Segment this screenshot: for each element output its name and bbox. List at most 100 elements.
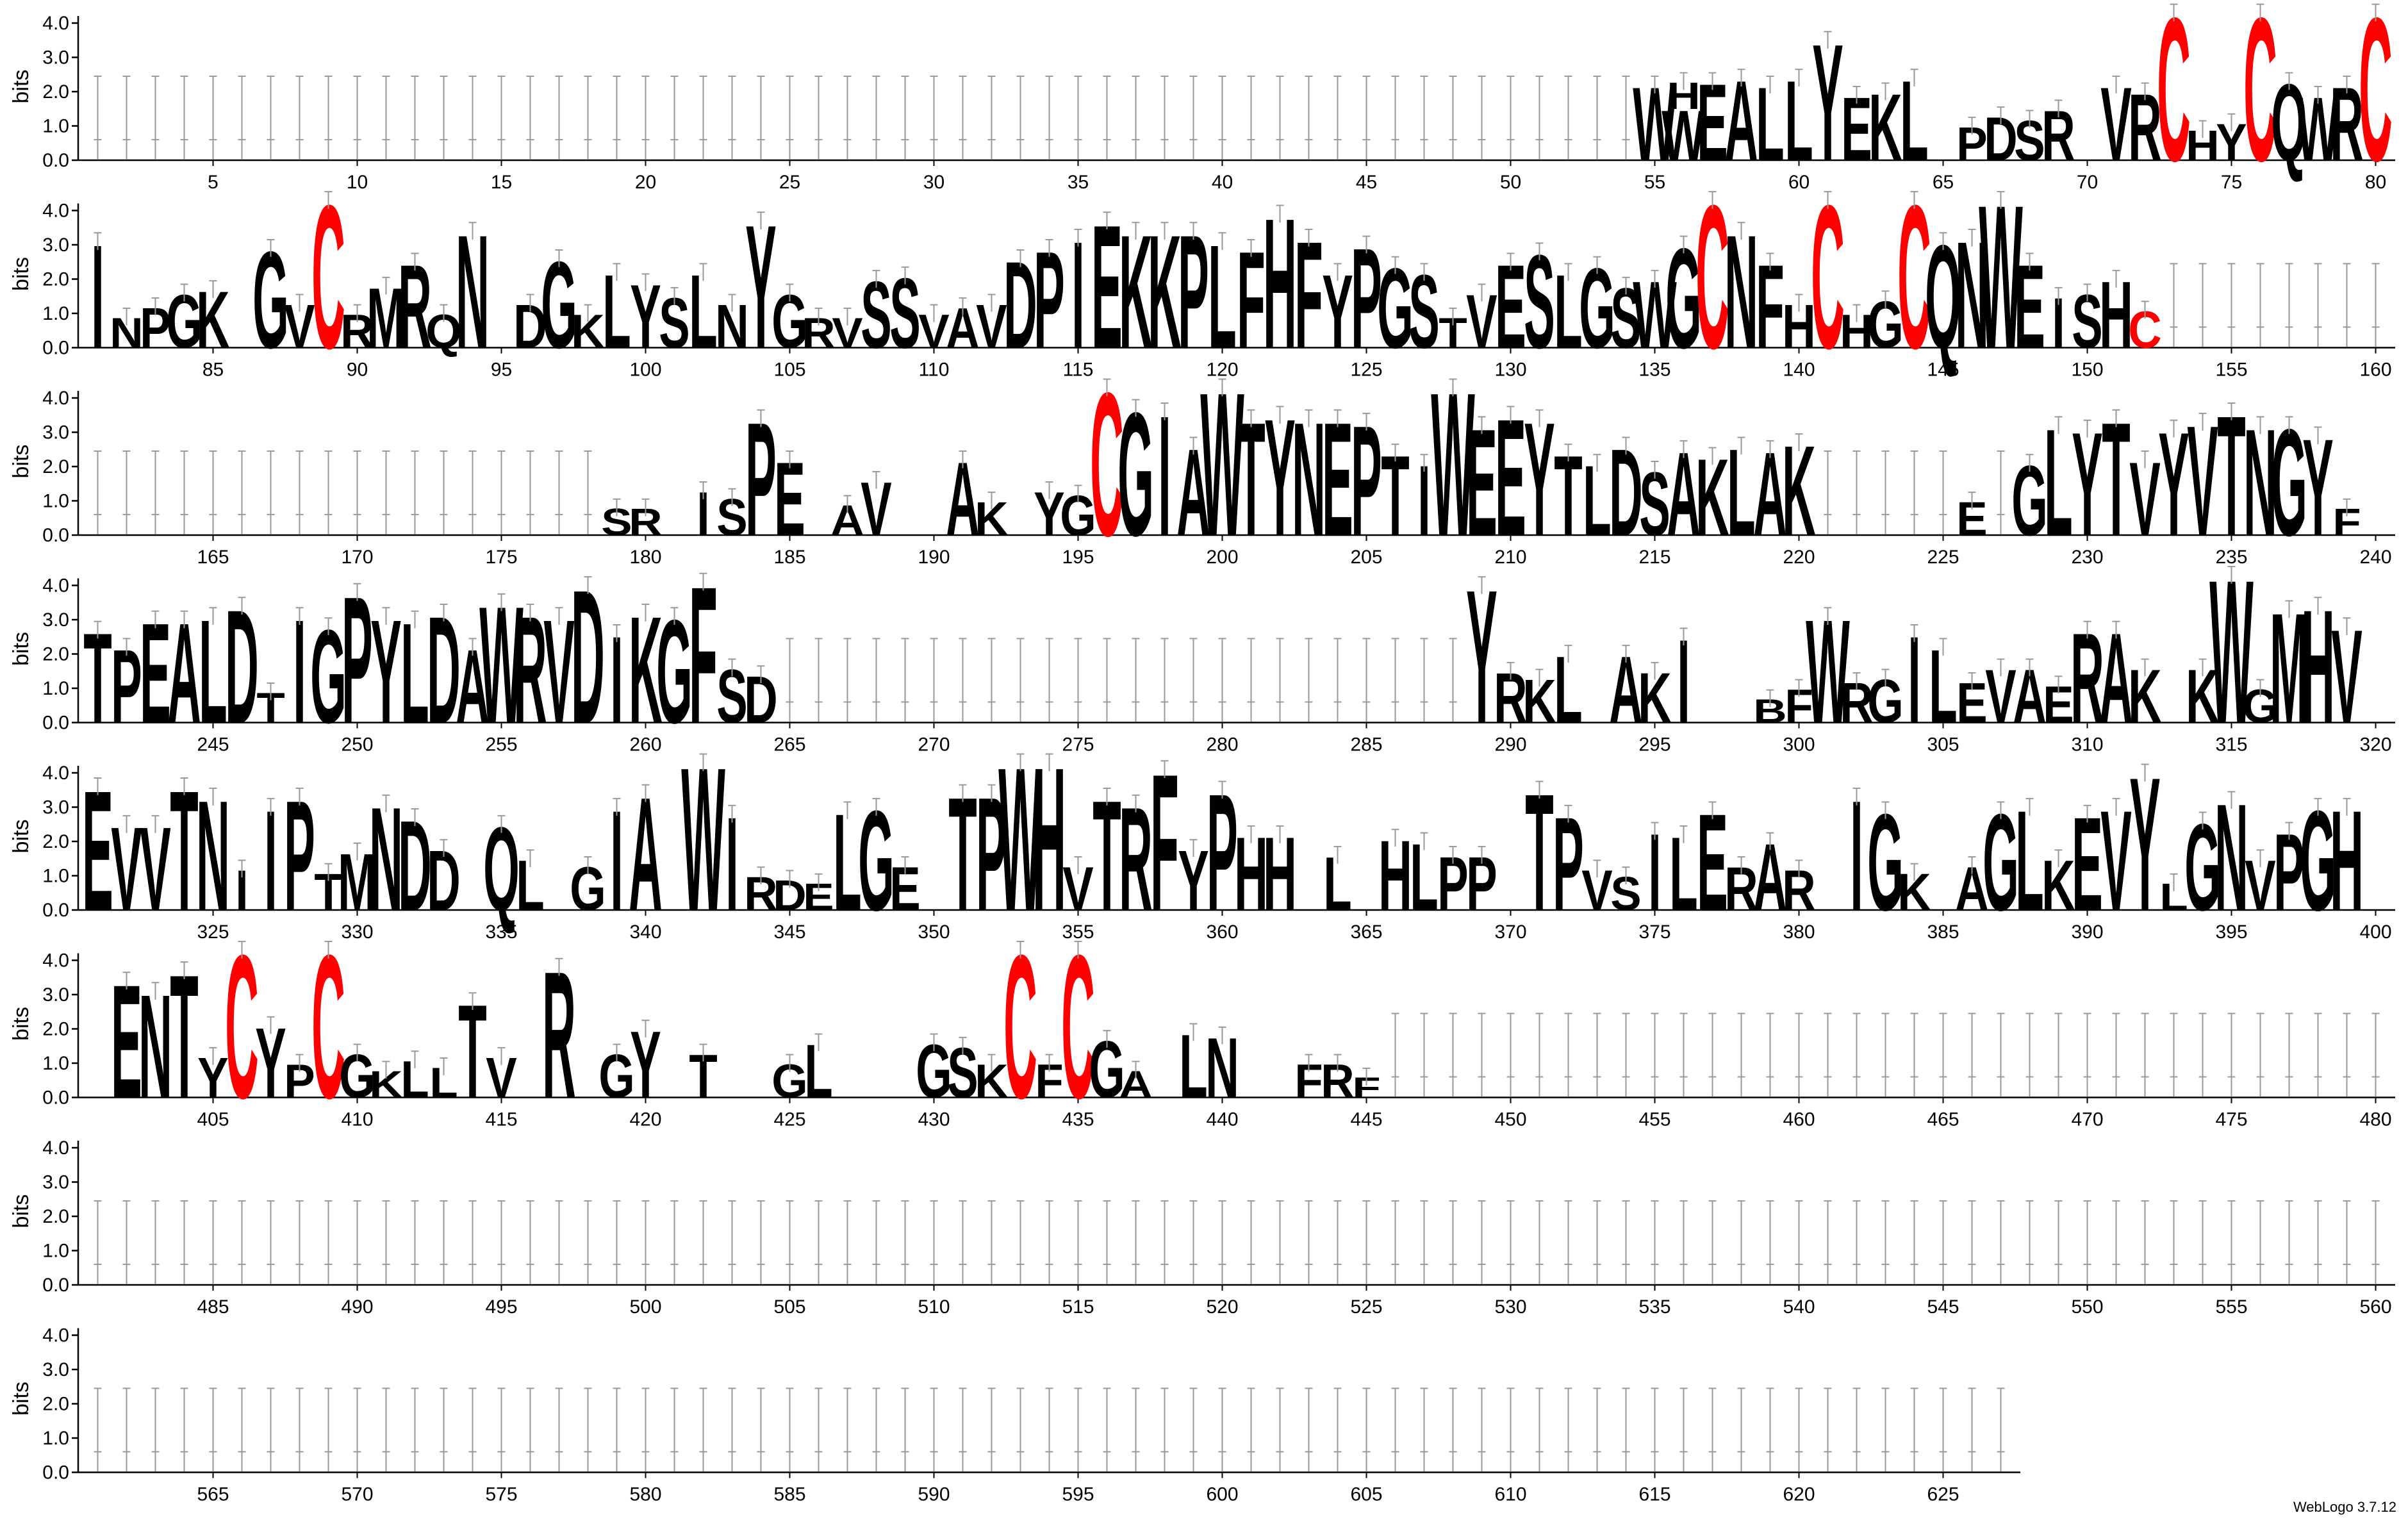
y-axis-label: bits (9, 445, 33, 479)
logo-letter-76-C: C (2243, 0, 2277, 204)
x-tick-label: 295 (1638, 734, 1670, 756)
x-tick-label: 30 (923, 172, 944, 193)
x-tick-label: 435 (1062, 1109, 1094, 1130)
x-tick-label: 150 (2071, 360, 2103, 381)
y-tick-label: 3.0 (42, 797, 69, 818)
x-tick-label: 80 (2365, 172, 2386, 193)
x-tick-label: 480 (2359, 1109, 2391, 1130)
x-tick-label: 160 (2359, 360, 2391, 381)
x-tick-label: 260 (629, 734, 661, 756)
x-tick-label: 190 (918, 547, 950, 568)
y-tick-label: 2.0 (42, 1394, 69, 1415)
y-tick-label: 3.0 (42, 1359, 69, 1380)
x-tick-label: 85 (202, 360, 224, 381)
y-tick-label: 1.0 (42, 116, 69, 137)
y-tick-label: 0.0 (42, 1088, 69, 1109)
x-tick-label: 125 (1350, 360, 1382, 381)
logo-row-8: 0.0 1.0 2.0 3.0 4.0 bits 565 570 575 580 585 590 595… (9, 1325, 2020, 1505)
x-tick-label: 100 (629, 360, 661, 381)
x-tick-label: 225 (1927, 547, 1959, 568)
y-tick-label: 0.0 (42, 900, 69, 921)
x-tick-label: 445 (1350, 1109, 1382, 1130)
x-tick-label: 140 (1783, 360, 1815, 381)
logo-letter-207-I: I (1417, 445, 1430, 556)
y-tick-label: 4.0 (42, 950, 69, 972)
x-tick-label: 25 (779, 172, 800, 193)
y-tick-label: 2.0 (42, 269, 69, 290)
x-tick-label: 250 (341, 734, 373, 756)
y-tick-label: 2.0 (42, 81, 69, 103)
x-tick-label: 325 (197, 922, 229, 943)
x-tick-label: 375 (1638, 922, 1670, 943)
x-tick-label: 485 (197, 1296, 229, 1318)
x-tick-label: 540 (1783, 1296, 1815, 1318)
x-tick-label: 50 (1500, 172, 1521, 193)
y-tick-label: 2.0 (42, 644, 69, 665)
y-tick-label: 1.0 (42, 1428, 69, 1449)
x-tick-label: 245 (197, 734, 229, 756)
x-tick-label: 405 (197, 1109, 229, 1130)
y-tick-label: 3.0 (42, 1172, 69, 1193)
x-tick-label: 585 (773, 1484, 805, 1505)
x-tick-label: 355 (1062, 922, 1094, 943)
x-tick-label: 55 (1644, 172, 1665, 193)
y-tick-label: 4.0 (42, 1137, 69, 1159)
x-tick-label: 35 (1068, 172, 1089, 193)
y-axis-label: bits (9, 70, 33, 104)
logo-letter-198-I: I (1158, 380, 1171, 572)
y-tick-label: 4.0 (42, 388, 69, 409)
x-tick-label: 60 (1788, 172, 1810, 193)
y-axis-label: bits (9, 820, 33, 854)
y-tick-label: 1.0 (42, 1241, 69, 1262)
x-tick-label: 10 (347, 172, 368, 193)
x-tick-label: 395 (2215, 922, 2247, 943)
y-tick-label: 2.0 (42, 1019, 69, 1040)
x-tick-label: 310 (2071, 734, 2103, 756)
x-tick-label: 365 (1350, 922, 1382, 943)
y-axis-label: bits (9, 632, 33, 666)
x-tick-label: 425 (773, 1109, 805, 1130)
x-tick-label: 20 (635, 172, 656, 193)
x-tick-label: 465 (1927, 1109, 1959, 1130)
x-tick-label: 95 (491, 360, 512, 381)
y-tick-label: 1.0 (42, 1053, 69, 1074)
x-tick-label: 455 (1638, 1109, 1670, 1130)
x-tick-label: 145 (1927, 360, 1959, 381)
x-tick-label: 400 (2359, 922, 2391, 943)
x-tick-label: 495 (485, 1296, 517, 1318)
x-tick-label: 135 (1638, 360, 1670, 381)
logo-row-7: 0.0 1.0 2.0 3.0 4.0 bits 485 490 495 500 505 510 515… (9, 1137, 2395, 1318)
y-tick-label: 0.0 (42, 150, 69, 171)
x-tick-label: 545 (1927, 1296, 1959, 1318)
x-tick-label: 550 (2071, 1296, 2103, 1318)
x-tick-label: 280 (1206, 734, 1238, 756)
x-tick-label: 195 (1062, 547, 1094, 568)
x-tick-label: 410 (341, 1109, 373, 1130)
y-axis-label: bits (9, 1195, 33, 1228)
x-tick-label: 370 (1494, 922, 1526, 943)
x-tick-label: 220 (1783, 547, 1815, 568)
logo-letter-73-C: C (2157, 0, 2190, 204)
x-tick-label: 275 (1062, 734, 1094, 756)
x-tick-label: 205 (1350, 547, 1382, 568)
x-tick-label: 460 (1783, 1109, 1815, 1130)
x-tick-label: 330 (341, 922, 373, 943)
y-tick-label: 1.0 (42, 303, 69, 324)
y-tick-label: 1.0 (42, 678, 69, 699)
x-tick-label: 490 (341, 1296, 373, 1318)
logo-letter-375-I: I (1648, 811, 1661, 933)
x-tick-label: 340 (629, 922, 661, 943)
x-tick-label: 270 (918, 734, 950, 756)
x-tick-label: 210 (1494, 547, 1526, 568)
x-tick-label: 595 (1062, 1484, 1094, 1505)
logo-letter-343-I: I (725, 790, 738, 939)
x-tick-label: 600 (1206, 1484, 1238, 1505)
logo-row-5: 0.0 1.0 2.0 3.0 4.0 bits 325 330 335 340 345 350 355… (9, 725, 2395, 954)
x-tick-label: 180 (629, 547, 661, 568)
y-tick-label: 2.0 (42, 831, 69, 852)
y-tick-label: 3.0 (42, 47, 69, 69)
x-tick-label: 390 (2071, 922, 2103, 943)
x-tick-label: 5 (208, 172, 219, 193)
x-tick-label: 505 (773, 1296, 805, 1318)
